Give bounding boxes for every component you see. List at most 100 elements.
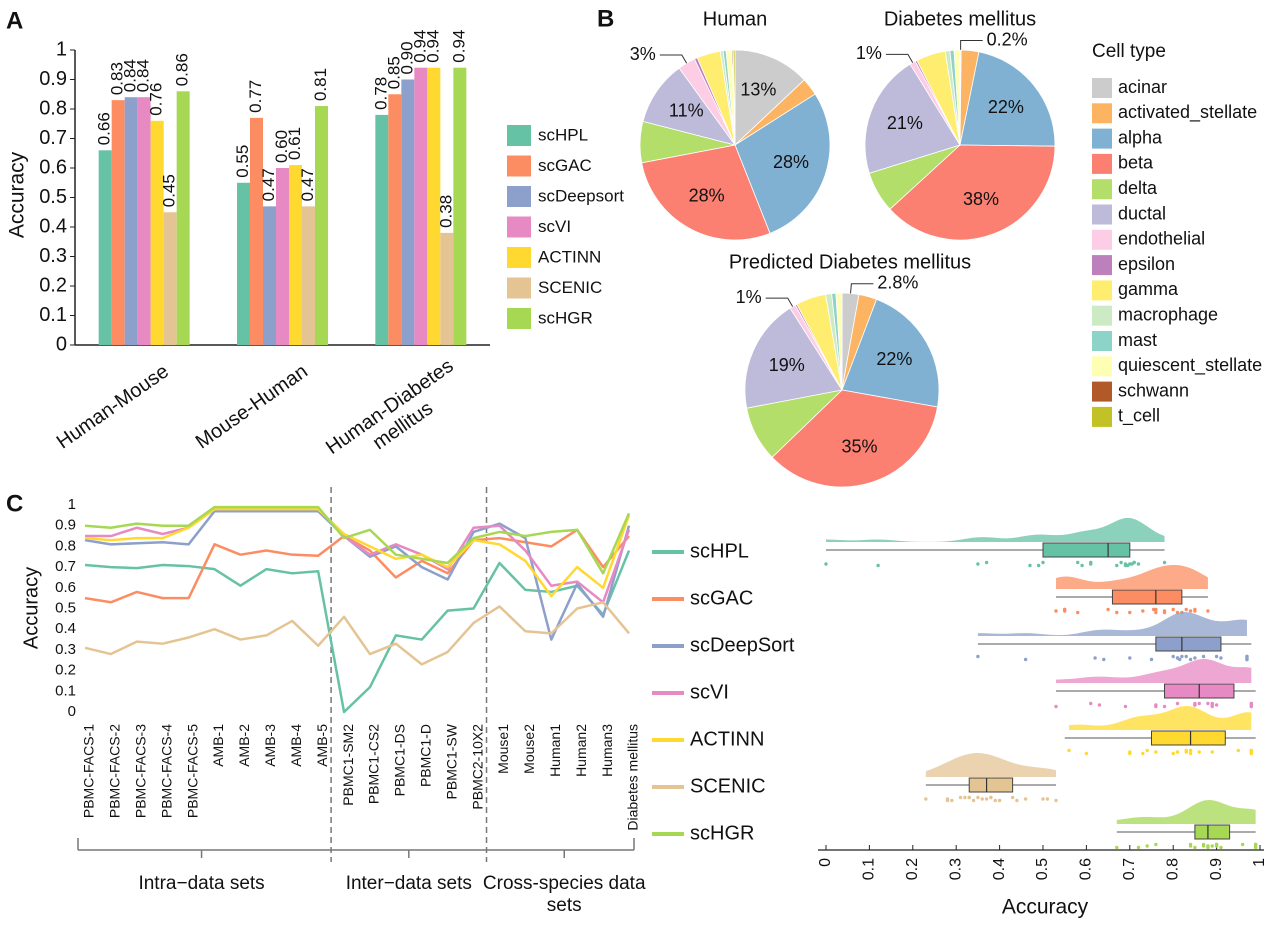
- box: [1111, 589, 1183, 605]
- data-point: [1128, 610, 1132, 615]
- bar: [289, 165, 302, 345]
- data-point: [1054, 798, 1058, 803]
- legend-label: ACTINN: [538, 247, 601, 266]
- data-point: [963, 795, 967, 800]
- data-point: [1188, 842, 1193, 847]
- x-tick-label: 0.8: [1164, 858, 1181, 880]
- x-tick-label: PBMC1-SW: [443, 723, 459, 799]
- value-label: 0.84: [134, 59, 153, 92]
- data-point: [1162, 610, 1167, 615]
- x-tick-label: AMB-2: [236, 724, 252, 767]
- data-point: [1206, 609, 1210, 613]
- data-point: [1180, 654, 1184, 659]
- x-tick-label: AMB-4: [288, 724, 304, 767]
- legend-label: SCENIC: [538, 278, 602, 297]
- data-point: [1154, 610, 1158, 615]
- value-label: 0.85: [384, 56, 403, 89]
- data-point: [1197, 701, 1201, 706]
- data-point: [1097, 703, 1102, 707]
- data-point: [1193, 703, 1197, 707]
- legend-swatch: [507, 155, 531, 177]
- data-point: [1245, 654, 1249, 659]
- value-label: 0.94: [449, 30, 468, 63]
- value-label: 0.77: [246, 80, 265, 113]
- data-point: [1175, 701, 1180, 706]
- y-tick-label: 0.9: [55, 517, 76, 534]
- data-point: [1184, 607, 1188, 612]
- series-line: [85, 507, 631, 604]
- bar: [250, 117, 263, 345]
- y-tick-label: 0.3: [39, 245, 67, 267]
- data-point: [1102, 657, 1106, 662]
- x-tick-label: 0.9: [1208, 858, 1225, 880]
- x-tick-label: PBMC1-CS2: [366, 724, 382, 804]
- legend-label: activated_stellate: [1118, 102, 1257, 123]
- x-tick-label: 0.5: [1034, 858, 1051, 880]
- y-axis-title: Accuracy: [20, 567, 42, 649]
- density: [1056, 565, 1208, 589]
- data-point: [1193, 656, 1197, 660]
- x-tick-label: 0.6: [1078, 858, 1095, 880]
- data-point: [1206, 701, 1210, 706]
- pie-slice: [732, 49, 736, 146]
- data-point: [1036, 563, 1041, 568]
- data-point: [1123, 704, 1128, 709]
- pie-title: Diabetes mellitus: [884, 8, 1036, 30]
- legend-label: beta: [1118, 153, 1154, 173]
- legend-label: schwann: [1118, 380, 1189, 400]
- x-tick-label: PBMC-FACS-3: [133, 724, 149, 818]
- data-point: [950, 798, 954, 803]
- y-tick-label: 0.4: [39, 215, 67, 237]
- x-tick-label: 1: [1251, 858, 1268, 867]
- data-point: [1130, 562, 1134, 566]
- pie-label: 0.2%: [987, 29, 1028, 49]
- legend-label: alpha: [1118, 127, 1163, 147]
- x-tick-label: PBMC1-SM2: [340, 724, 356, 806]
- bar: [388, 94, 402, 345]
- pie-slice: [744, 307, 843, 409]
- legend-swatch: [1092, 153, 1112, 174]
- y-tick-label: 0.6: [55, 579, 76, 596]
- legend-swatch: [1092, 255, 1112, 276]
- data-point: [1154, 703, 1158, 707]
- data-point: [1171, 751, 1175, 756]
- legend-swatch: [507, 186, 531, 207]
- data-point: [1128, 750, 1132, 754]
- data-point: [1106, 607, 1110, 612]
- pie-label: 3%: [630, 44, 656, 64]
- data-point: [1054, 704, 1058, 709]
- bar: [124, 97, 138, 345]
- x-tick-label: 0.4: [991, 858, 1008, 880]
- legend-label: scGAC: [690, 587, 753, 609]
- pie-title: Predicted Diabetes mellitus: [729, 251, 971, 273]
- legend-label: delta: [1118, 178, 1158, 198]
- y-tick-label: 1: [56, 38, 67, 60]
- legend-label: scHPL: [690, 540, 749, 562]
- x-tick-label: PBMC-FACS-1: [81, 724, 97, 818]
- box: [1194, 824, 1231, 840]
- legend-swatch: [1092, 280, 1112, 301]
- data-point: [1214, 703, 1219, 707]
- pie-slice: [642, 67, 736, 146]
- value-label: 0.83: [108, 62, 127, 95]
- data-point: [1145, 844, 1149, 848]
- x-tick-label: PBMC-FACS-4: [158, 724, 174, 818]
- box: [968, 777, 1014, 793]
- pie-slice: [959, 51, 1056, 147]
- data-point: [1154, 842, 1158, 847]
- series-line: [84, 505, 631, 575]
- y-tick-label: 0.8: [39, 97, 67, 119]
- bar: [453, 67, 467, 345]
- legend-label: scGAC: [538, 156, 592, 175]
- legend-swatch: [1092, 356, 1112, 377]
- data-point: [1206, 844, 1210, 848]
- series-line: [84, 550, 631, 714]
- bar: [98, 150, 112, 345]
- data-point: [976, 795, 980, 800]
- data-point: [1149, 657, 1154, 662]
- leader-line: [659, 54, 688, 64]
- bar: [111, 100, 125, 346]
- density: [1116, 800, 1256, 824]
- legend-label: SCENIC: [690, 775, 766, 797]
